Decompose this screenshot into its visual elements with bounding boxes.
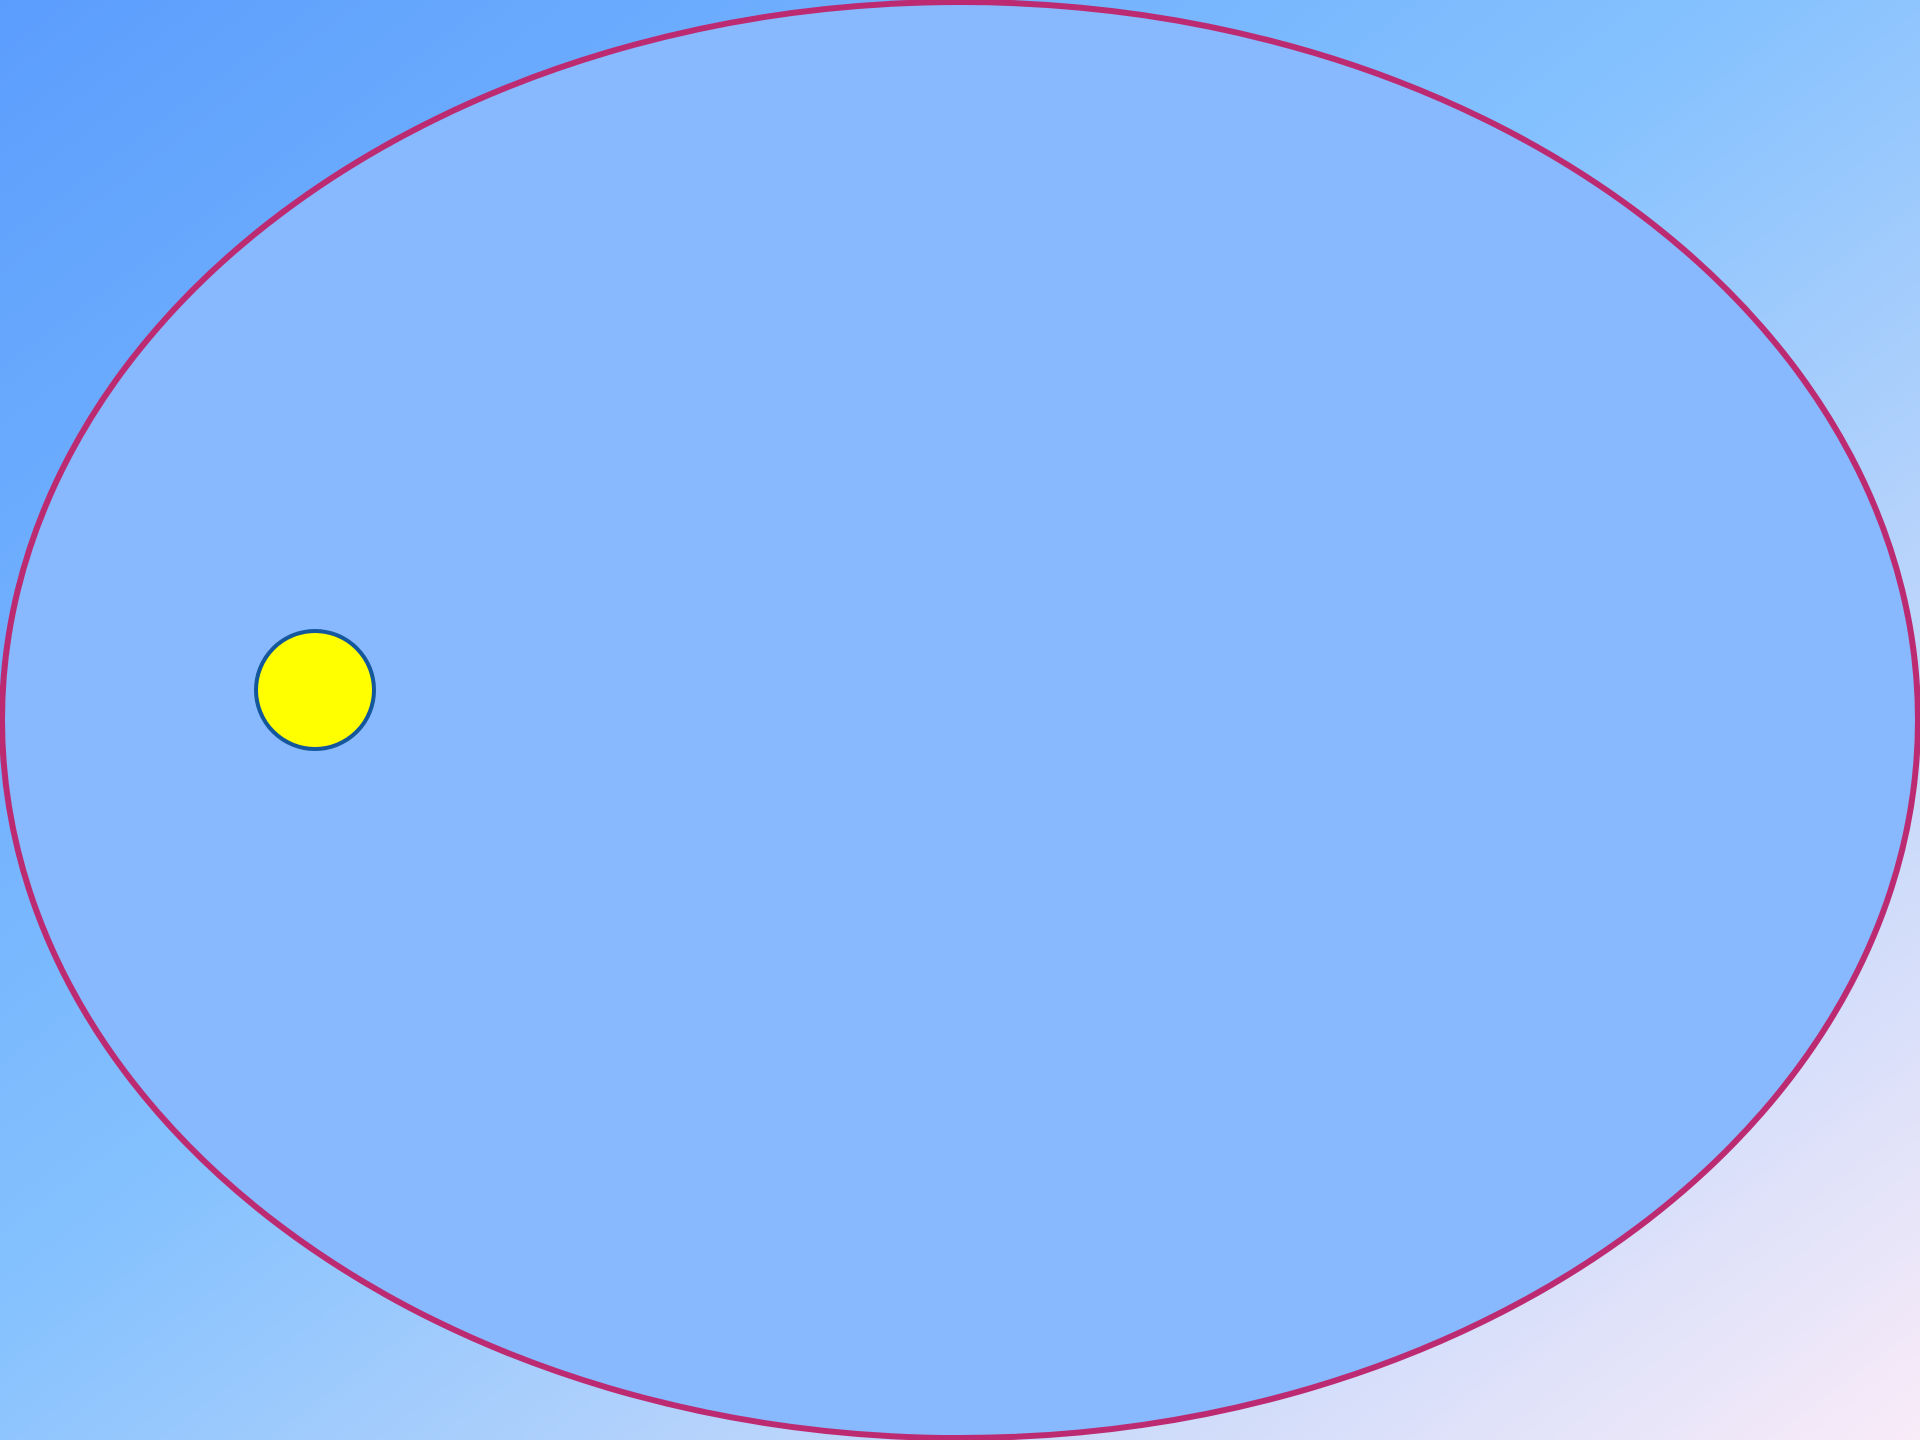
player-ball[interactable] bbox=[254, 629, 376, 751]
